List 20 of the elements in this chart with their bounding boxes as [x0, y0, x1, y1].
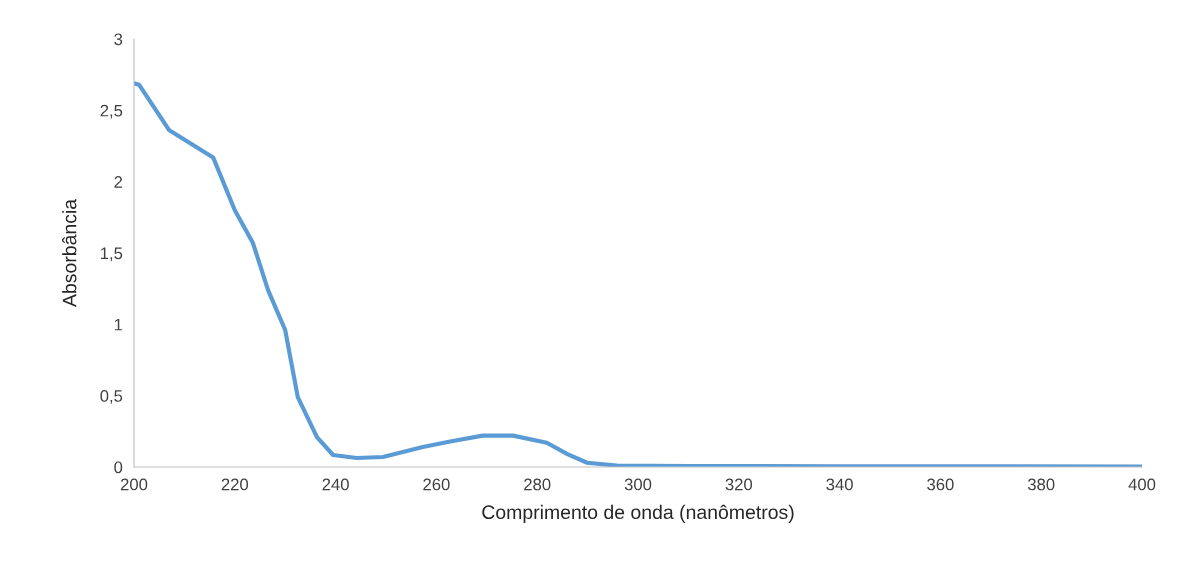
y-axis-title: Absorbância: [62, 198, 77, 307]
y-tick-label: 3: [114, 33, 123, 46]
x-tick-label: 360: [927, 478, 954, 491]
y-tick-label: 0: [114, 461, 123, 474]
x-tick-label: 400: [1128, 478, 1156, 491]
x-tick-label: 220: [221, 478, 249, 491]
x-tick-label: 240: [322, 478, 349, 491]
y-tick-label: 2: [114, 176, 123, 188]
x-tick-label: 340: [826, 478, 853, 491]
x-tick-label: 320: [725, 478, 753, 491]
y-tick-label: 1: [114, 318, 123, 331]
x-tick-label: 260: [423, 478, 450, 491]
x-tick-label: 200: [120, 478, 148, 491]
y-tick-label: 2,5: [100, 104, 123, 119]
x-tick-label: 280: [524, 478, 551, 491]
x-tick-label: 300: [624, 478, 652, 491]
y-tick-label: 1,5: [100, 247, 123, 262]
x-axis-title: Comprimento de onda (nanômetros): [482, 504, 794, 523]
y-tick-label: 0,5: [100, 390, 123, 404]
x-tick-label: 380: [1027, 478, 1055, 491]
